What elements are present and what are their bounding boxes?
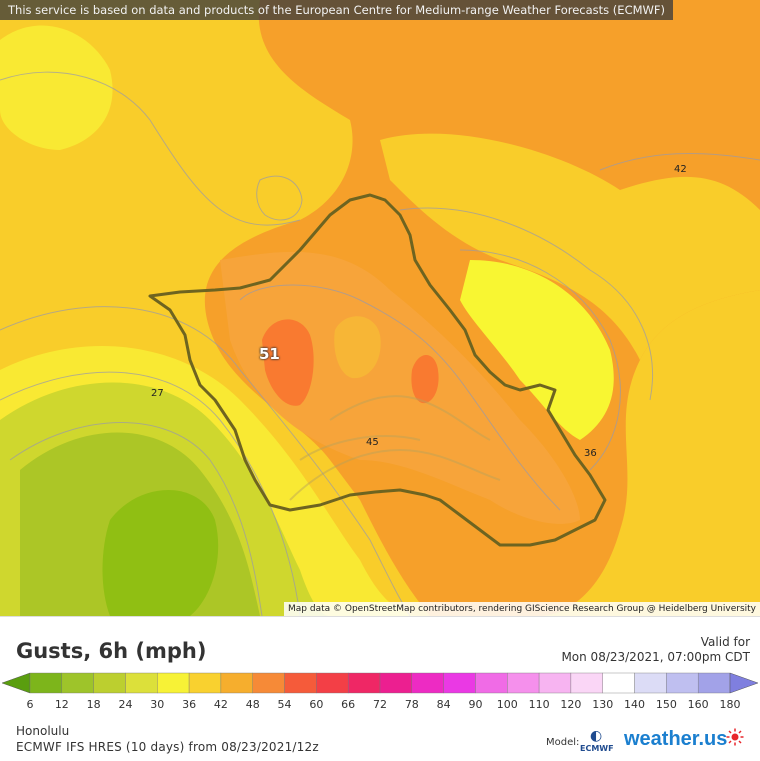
field-orange-core xyxy=(220,251,580,524)
model-info: ECMWF IFS HRES (10 days) from 08/23/2021… xyxy=(16,740,319,754)
scale-swatch xyxy=(602,672,635,694)
coastline xyxy=(148,193,607,547)
scale-swatch xyxy=(570,672,603,694)
scale-tick-label: 150 xyxy=(655,698,677,711)
color-scale xyxy=(2,672,758,694)
scale-tick-label: 12 xyxy=(54,698,69,711)
scale-tick-label: 140 xyxy=(624,698,646,711)
contour-label-27: 27 xyxy=(151,388,164,399)
scale-swatch xyxy=(284,672,317,694)
scale-swatch xyxy=(316,672,349,694)
scale-tick-label: 100 xyxy=(496,698,518,711)
scale-tick-label: 36 xyxy=(182,698,197,711)
scale-swatch xyxy=(93,672,126,694)
scale-swatch xyxy=(507,672,540,694)
scale-swatch xyxy=(411,672,444,694)
scale-tick-label: 30 xyxy=(150,698,165,711)
scale-swatch xyxy=(443,672,476,694)
scale-swatch xyxy=(61,672,94,694)
field-lighter-patch xyxy=(334,316,381,379)
model-label: Model: xyxy=(546,737,580,748)
field-yellow-orange-band xyxy=(380,133,760,360)
map-title: Gusts, 6h (mph) xyxy=(16,639,207,663)
contour-label-36: 36 xyxy=(584,448,597,459)
scale-swatch xyxy=(347,672,381,694)
ecmwf-logo-text: ECMWF xyxy=(580,744,614,753)
scale-swatch xyxy=(220,672,253,694)
sun-icon xyxy=(726,728,744,746)
scale-tick-label: 48 xyxy=(245,698,260,711)
scale-tick-label: 42 xyxy=(213,698,228,711)
scale-tick-label: 120 xyxy=(560,698,582,711)
scale-tick-label: 84 xyxy=(436,698,451,711)
field-max-west xyxy=(262,319,314,406)
scale-swatch xyxy=(157,672,190,694)
ecmwf-banner: This service is based on data and produc… xyxy=(0,0,673,20)
scale-low-arrow xyxy=(2,672,31,694)
scale-tick-label: 78 xyxy=(404,698,419,711)
ecmwf-mark-icon: ◐ xyxy=(590,728,603,744)
ecmwf-logo-icon[interactable]: ◐ ECMWF xyxy=(580,728,616,756)
scale-tick-label: 18 xyxy=(86,698,101,711)
contour-label-45: 45 xyxy=(366,437,379,448)
scale-swatch xyxy=(188,672,222,694)
map-attribution: Map data © OpenStreetMap contributors, r… xyxy=(284,602,760,616)
scale-tick-label: 180 xyxy=(719,698,741,711)
scale-swatch xyxy=(379,672,413,694)
color-scale-labels: 6 12 18 24 30 36 42 48 54 60 66 72 78 84 90 100 110 120 13… xyxy=(0,698,760,714)
contour-lines xyxy=(0,71,760,616)
location-name: Honolulu xyxy=(16,724,70,738)
gust-map xyxy=(0,0,760,616)
scale-swatch xyxy=(538,672,572,694)
scale-swatch xyxy=(252,672,285,694)
field-max-east xyxy=(411,355,439,404)
scale-tick-label: 130 xyxy=(592,698,614,711)
field-yellow-nw xyxy=(0,25,113,150)
scale-swatch xyxy=(475,672,508,694)
scale-swatch xyxy=(666,672,699,694)
roads xyxy=(289,395,501,501)
scale-swatch xyxy=(634,672,667,694)
scale-high-arrow xyxy=(729,672,758,694)
scale-tick-label: 60 xyxy=(309,698,324,711)
scale-tick-label: 66 xyxy=(341,698,356,711)
weather-us-logo[interactable]: weather.us xyxy=(624,728,728,750)
scale-tick-label: 24 xyxy=(118,698,133,711)
contour-label-42: 42 xyxy=(674,164,687,175)
scale-swatch xyxy=(697,672,731,694)
scale-tick-label: 6 xyxy=(26,698,34,711)
scale-tick-label: 54 xyxy=(277,698,292,711)
field-green xyxy=(102,490,219,616)
valid-date: Mon 08/23/2021, 07:00pm CDT xyxy=(561,650,750,664)
valid-for-label: Valid for xyxy=(700,635,750,649)
field-yellow-east xyxy=(460,260,614,440)
scale-tick-label: 90 xyxy=(468,698,483,711)
map-view[interactable]: This service is based on data and produc… xyxy=(0,0,760,616)
scale-tick-label: 72 xyxy=(373,698,387,711)
scale-tick-label: 160 xyxy=(687,698,709,711)
gust-max-label-51: 51 xyxy=(259,345,280,363)
scale-swatch xyxy=(29,672,63,694)
scale-tick-label: 110 xyxy=(528,698,550,711)
scale-swatch xyxy=(125,672,158,694)
